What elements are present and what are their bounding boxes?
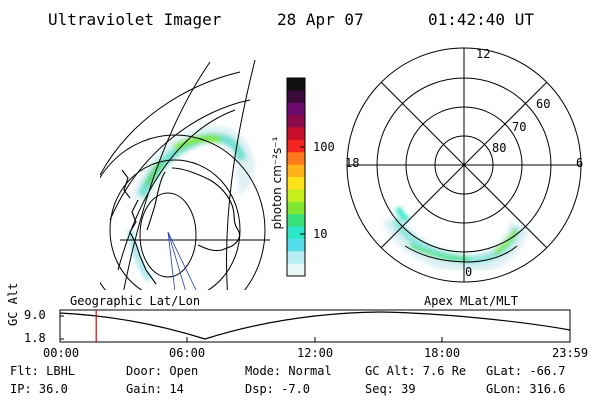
seq-info: Seq: 39 bbox=[365, 382, 416, 396]
mlt-label-6: 6 bbox=[576, 156, 584, 170]
glon-info: GLon: 316.6 bbox=[486, 382, 566, 396]
colorbar-segment bbox=[287, 115, 305, 129]
dsp-info: Dsp: -7.0 bbox=[245, 382, 311, 396]
geographic-label: Geographic Lat/Lon bbox=[70, 294, 201, 308]
timeline-xtick-0600: 06:00 bbox=[169, 346, 206, 360]
colorbar-segment bbox=[287, 238, 305, 252]
colorbar-segment bbox=[287, 226, 305, 240]
colorbar-segment bbox=[287, 139, 305, 153]
timeline-xtick-1200: 12:00 bbox=[297, 346, 334, 360]
polar-terminator bbox=[404, 245, 518, 263]
glat-info: GLat: -66.7 bbox=[486, 364, 566, 378]
timeline-ytick-1-8: 1.8 bbox=[24, 331, 46, 345]
colorbar-segment bbox=[287, 189, 305, 203]
colorbar-segment bbox=[287, 90, 305, 104]
mlat-label-70: 70 bbox=[512, 120, 527, 134]
colorbar-segment bbox=[287, 102, 305, 116]
colorbar-segment bbox=[287, 263, 305, 277]
door-info: Door: Open bbox=[126, 364, 199, 378]
mlt-label-0: 0 bbox=[465, 265, 473, 279]
timeline-xtick-1800: 18:00 bbox=[424, 346, 461, 360]
colorbar-frame bbox=[286, 77, 306, 277]
ip-info: IP: 36.0 bbox=[10, 382, 68, 396]
colorbar-segment bbox=[287, 177, 305, 190]
instrument-title: Ultraviolet Imager bbox=[48, 10, 222, 29]
colorbar-tick-100: 100 bbox=[313, 140, 335, 154]
geo-magnetic-lines bbox=[167, 231, 197, 290]
time-label: 01:42:40 UT bbox=[428, 10, 534, 29]
colorbar-segment bbox=[287, 201, 305, 215]
polar-plot bbox=[346, 47, 582, 283]
polar-aurora-oval bbox=[382, 206, 530, 275]
colorbar-segment bbox=[287, 164, 305, 178]
colorbar-segment bbox=[287, 251, 305, 265]
colorbar bbox=[286, 77, 306, 277]
geo-grid bbox=[100, 60, 270, 290]
timeline-ylabel: GC Alt bbox=[6, 282, 20, 326]
altitude-timeline bbox=[59, 309, 571, 343]
date-label: 28 Apr 07 bbox=[277, 10, 364, 29]
timeline-xtick-0000: 00:00 bbox=[43, 346, 80, 360]
colorbar-unit-label: photon cm⁻²s⁻¹ bbox=[270, 136, 284, 230]
colorbar-segment bbox=[287, 152, 305, 166]
timeline-xtick-2359: 23:59 bbox=[552, 346, 589, 360]
geo-coastline bbox=[121, 167, 241, 285]
filter-info: Flt: LBHL bbox=[10, 364, 76, 378]
colorbar-segment bbox=[287, 127, 305, 141]
timeline-ticks bbox=[59, 315, 571, 342]
gc-alt-info: GC Alt: 7.6 Re bbox=[365, 364, 467, 378]
colorbar-segment bbox=[287, 214, 305, 228]
colorbar-tick-10: 10 bbox=[313, 227, 328, 241]
altitude-curve bbox=[59, 311, 571, 340]
timeline-ytick-9: 9.0 bbox=[24, 308, 46, 322]
mlat-label-60: 60 bbox=[536, 97, 551, 111]
apex-label: Apex MLat/MLT bbox=[424, 294, 518, 308]
geographic-map bbox=[100, 60, 270, 290]
mode-info: Mode: Normal bbox=[245, 364, 332, 378]
colorbar-segment bbox=[287, 78, 305, 91]
mlt-label-12: 12 bbox=[476, 47, 491, 61]
polar-grid bbox=[346, 47, 582, 283]
gain-info: Gain: 14 bbox=[126, 382, 184, 396]
mlat-label-80: 80 bbox=[492, 141, 507, 155]
mlt-label-18: 18 bbox=[345, 156, 360, 170]
